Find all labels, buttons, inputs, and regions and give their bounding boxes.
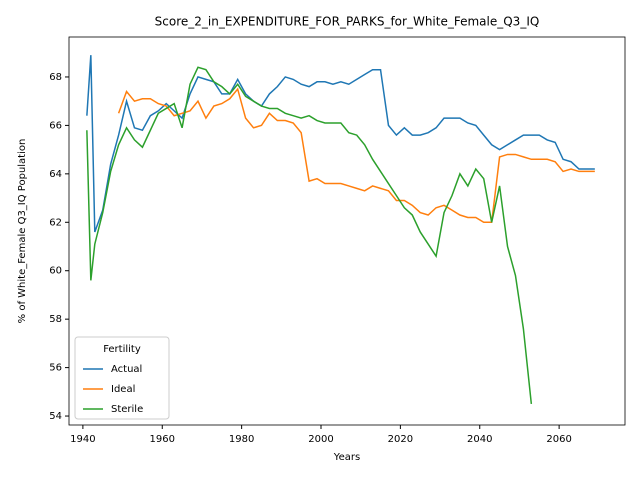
x-axis-label: Years <box>333 452 360 463</box>
chart-title: Score_2_in_EXPENDITURE_FOR_PARKS_for_Whi… <box>155 15 540 29</box>
y-tick-label: 66 <box>49 120 62 131</box>
x-tick-label: 1980 <box>229 434 254 445</box>
x-tick-label: 2040 <box>467 434 492 445</box>
y-tick-label: 60 <box>49 266 62 277</box>
y-tick-label: 68 <box>49 72 62 83</box>
y-tick-label: 58 <box>49 314 62 325</box>
data-line <box>117 87 595 224</box>
legend-box <box>74 336 170 420</box>
y-axis-label: % of White_Female Q3_IQ Population <box>17 139 28 324</box>
legend-label: Actual <box>111 364 142 375</box>
data-line <box>86 66 533 405</box>
legend-label: Ideal <box>111 384 135 395</box>
y-tick-label: 54 <box>49 411 62 422</box>
data-line <box>86 55 595 233</box>
legend-title: Fertility <box>103 344 141 355</box>
x-tick-label: 2000 <box>308 434 333 445</box>
legend-label: Sterile <box>111 404 143 415</box>
y-tick-label: 62 <box>49 217 62 228</box>
y-tick-label: 64 <box>49 169 62 180</box>
x-tick-label: 2060 <box>546 434 571 445</box>
x-tick-label: 2020 <box>388 434 413 445</box>
plot-frame <box>68 36 626 426</box>
legend: Fertility Actual Ideal Sterile <box>74 336 170 420</box>
x-tick-label: 1940 <box>70 434 95 445</box>
y-tick-label: 56 <box>49 363 62 374</box>
x-tick-label: 1960 <box>150 434 175 445</box>
